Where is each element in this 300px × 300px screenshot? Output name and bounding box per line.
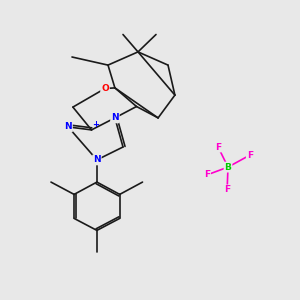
Text: B: B (225, 163, 231, 172)
Text: N: N (64, 122, 72, 131)
Text: +: + (92, 120, 100, 129)
Text: N: N (111, 113, 119, 122)
Text: O: O (101, 84, 109, 93)
Text: F: F (204, 170, 210, 179)
Text: F: F (215, 142, 221, 152)
Text: N: N (93, 155, 101, 164)
Text: F: F (224, 185, 230, 194)
Text: F: F (247, 151, 253, 160)
